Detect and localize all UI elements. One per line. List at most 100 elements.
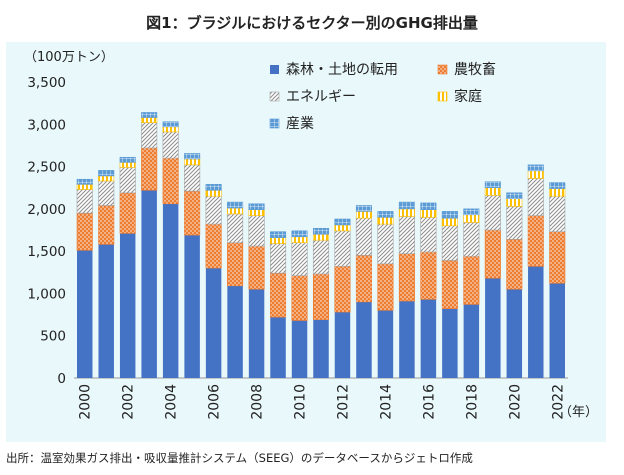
bar-stack-2014 xyxy=(377,211,394,378)
bar-segment-2001-series-4 xyxy=(98,170,115,177)
bar-segment-2004-series-3 xyxy=(162,126,179,133)
bar-segment-2021-series-4 xyxy=(527,164,544,172)
bar-stack-2017 xyxy=(441,211,458,378)
bar-segment-2002-series-0 xyxy=(119,233,136,378)
bar-segment-2015-series-0 xyxy=(399,301,415,378)
bar-segment-2022-series-2 xyxy=(549,195,566,232)
bar-segment-2005-series-4 xyxy=(184,153,201,160)
bar-segment-2009-series-2 xyxy=(270,243,287,274)
bar-segment-2022-series-3 xyxy=(549,188,566,197)
x-tick-label: 2012 xyxy=(335,384,351,420)
bar-segment-2010-series-4 xyxy=(291,230,308,238)
y-tick-label: 1,500 xyxy=(27,244,66,260)
y-tick-label: 1,000 xyxy=(27,286,66,302)
bar-segment-2009-series-0 xyxy=(270,317,286,378)
x-tick-label: 2014 xyxy=(378,384,394,420)
bar-stack-2012 xyxy=(334,218,351,378)
bar-segment-2007-series-3 xyxy=(227,207,244,215)
bar-segment-2020-series-4 xyxy=(506,192,523,200)
bar-stack-2006 xyxy=(205,184,222,378)
bar-segment-2022-series-4 xyxy=(549,182,566,189)
bar-segment-2012-series-0 xyxy=(334,312,351,378)
bar-segment-2015-series-4 xyxy=(398,201,415,210)
bar-segment-2004-series-0 xyxy=(162,203,179,378)
bar-stack-2020 xyxy=(506,192,523,378)
bar-segment-2008-series-4 xyxy=(248,203,265,211)
bar-segment-2016-series-0 xyxy=(420,299,437,378)
bar-stack-2002 xyxy=(119,156,136,378)
bar-segment-2006-series-3 xyxy=(205,189,222,197)
bar-segment-2004-series-2 xyxy=(162,131,179,159)
legend-swatch xyxy=(437,64,448,75)
x-tick-label: 2010 xyxy=(293,384,309,420)
bar-segment-2012-series-4 xyxy=(334,218,351,226)
bar-stack-2009 xyxy=(270,231,287,378)
chart-title: 図1：ブラジルにおけるセクター別のGHG排出量 xyxy=(146,14,478,32)
bar-segment-2013-series-1 xyxy=(355,255,372,303)
bar-segment-2003-series-4 xyxy=(141,112,158,118)
bar-segment-2001-series-0 xyxy=(98,244,114,378)
bar-segment-2003-series-0 xyxy=(141,190,157,378)
y-axis-label: （100万トン） xyxy=(24,50,114,65)
bar-segment-2003-series-2 xyxy=(141,122,158,149)
bar-segment-2011-series-1 xyxy=(312,273,330,320)
stacked-bar-chart: （100万トン） （年） 0 500 1,000 1,500 2,000 2,500 3,0… xyxy=(24,50,598,420)
x-tick-label: 2002 xyxy=(121,384,137,420)
bar-segment-2008-series-0 xyxy=(248,289,265,378)
bar-segment-2022-series-0 xyxy=(549,283,565,378)
bar-segment-2020-series-1 xyxy=(506,239,523,290)
bar-segment-2001-series-3 xyxy=(98,175,115,182)
bar-segment-2016-series-2 xyxy=(420,217,437,253)
bar-stack-2007 xyxy=(227,201,244,378)
bar-stack-2011 xyxy=(312,228,330,378)
bar-stack-2021 xyxy=(527,164,544,378)
bar-segment-2018-series-1 xyxy=(463,255,480,305)
bar-segment-2018-series-0 xyxy=(463,304,480,378)
bar-stack-2003 xyxy=(141,112,158,378)
legend-swatch xyxy=(270,65,279,74)
bar-segment-2015-series-1 xyxy=(398,253,415,302)
bar-segment-2009-series-4 xyxy=(270,231,287,238)
bar-segment-2020-series-2 xyxy=(506,206,523,240)
bar-stack-2000 xyxy=(76,178,93,378)
bar-segment-2021-series-0 xyxy=(528,266,544,378)
bar-segment-2012-series-1 xyxy=(334,266,351,313)
x-tick-label: 2016 xyxy=(421,384,437,420)
bar-stack-2018 xyxy=(463,208,480,378)
bar-segment-2002-series-1 xyxy=(119,192,136,234)
legend-label: 家庭 xyxy=(454,88,482,105)
bar-segment-2000-series-2 xyxy=(76,189,93,214)
bar-segment-2020-series-3 xyxy=(506,198,523,207)
bar-segment-2011-series-4 xyxy=(312,228,330,235)
bar-stack-2022 xyxy=(549,182,566,378)
bar-segment-2000-series-0 xyxy=(77,250,93,378)
bar-segment-2019-series-0 xyxy=(485,278,501,378)
bar-segment-2005-series-3 xyxy=(184,158,201,166)
bar-segment-2015-series-2 xyxy=(398,216,415,254)
bar-segment-2021-series-3 xyxy=(527,170,544,179)
bar-stack-2019 xyxy=(484,181,501,378)
bar-segment-2018-series-2 xyxy=(463,222,480,257)
bar-segment-2007-series-4 xyxy=(227,201,244,209)
bar-segment-2010-series-3 xyxy=(291,236,308,243)
source-note: 出所：温室効果ガス排出・吸収量推計システム（SEEG）のデータベースからジェトロ… xyxy=(6,451,473,465)
x-axis-label: （年） xyxy=(559,405,598,420)
bar-segment-2019-series-4 xyxy=(484,181,501,189)
x-tick-label: 2022 xyxy=(550,384,566,420)
bar-segment-2010-series-2 xyxy=(291,242,308,276)
bar-segment-2014-series-4 xyxy=(377,211,394,218)
bar-segment-2016-series-1 xyxy=(420,251,437,300)
y-tick-label: 3,500 xyxy=(27,75,66,91)
bar-segment-2016-series-4 xyxy=(420,202,437,211)
bar-segment-2014-series-0 xyxy=(377,310,394,378)
bar-segment-2008-series-3 xyxy=(248,209,265,216)
x-tick-label: 2000 xyxy=(78,384,94,420)
bar-segment-2000-series-3 xyxy=(76,184,93,190)
bar-segment-2017-series-2 xyxy=(441,225,458,261)
bar-segment-2000-series-1 xyxy=(76,212,93,251)
bar-segment-2003-series-3 xyxy=(141,117,158,123)
bar-stack-2005 xyxy=(184,153,201,378)
x-tick-label: 2018 xyxy=(464,384,480,420)
bar-stack-2015 xyxy=(398,201,415,378)
y-tick-label: 2,000 xyxy=(27,202,66,218)
